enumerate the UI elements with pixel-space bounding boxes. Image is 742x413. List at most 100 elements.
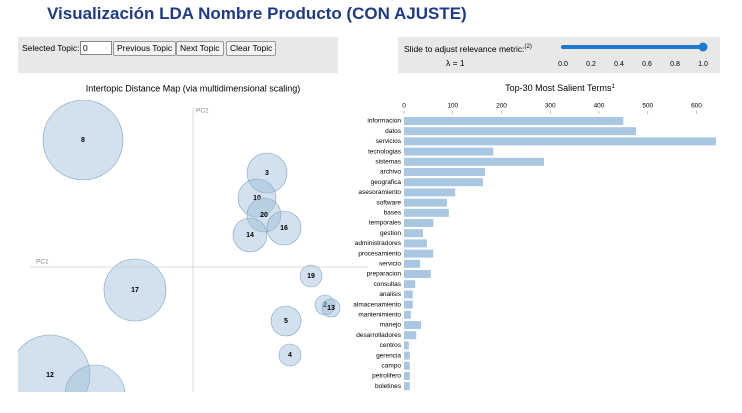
term-label: preparacion xyxy=(367,271,402,278)
slider-tick-label: 0.6 xyxy=(642,61,652,68)
term-bar xyxy=(404,137,716,146)
slider-tick-label: 0.0 xyxy=(558,61,568,68)
term-label: boletines xyxy=(375,383,402,390)
term-bar xyxy=(404,382,410,391)
term-label: sistemas xyxy=(375,159,401,166)
term-bar xyxy=(404,321,422,329)
term-label: almacenamiento xyxy=(353,301,401,308)
topic-label: 3 xyxy=(265,170,269,177)
term-bar xyxy=(404,147,494,156)
slider-label: Slide to adjust relevance metric:(2) xyxy=(404,44,532,54)
topic-label: 5 xyxy=(284,318,288,325)
slider-handle xyxy=(698,42,708,52)
topic-label: 12 xyxy=(46,372,54,379)
x-tick-label: 0 xyxy=(402,103,406,110)
term-bar xyxy=(404,270,431,278)
term-label: geografica xyxy=(371,179,402,186)
chart-title: Top-30 Most Salient Terms1 xyxy=(505,83,615,93)
term-bar xyxy=(404,188,456,197)
topic-bubble xyxy=(18,334,91,392)
topic-label: 10 xyxy=(253,195,261,202)
term-label: gestion xyxy=(380,230,401,237)
x-axis-label: PC1 xyxy=(36,259,49,266)
term-label: manejo xyxy=(380,322,402,329)
topic-bubble xyxy=(246,197,282,233)
term-bar xyxy=(404,229,424,238)
term-bar xyxy=(404,219,434,227)
term-bar xyxy=(404,239,427,248)
term-label: bases xyxy=(384,210,402,217)
topic-bubble xyxy=(237,178,277,218)
term-bar xyxy=(404,372,410,380)
next-button[interactable]: Next Topic xyxy=(176,41,224,56)
topic-label: 19 xyxy=(307,273,315,280)
term-bar xyxy=(404,208,449,217)
term-label: asesoramiento xyxy=(358,189,401,196)
term-label: centros xyxy=(380,342,402,349)
topic-bubble xyxy=(266,210,302,246)
topic-label: 13 xyxy=(327,305,335,312)
slider-tick-label: 0.2 xyxy=(586,61,596,68)
relevance-panel: Slide to adjust relevance metric:(2) λ =… xyxy=(398,37,720,73)
term-label: informacion xyxy=(367,118,401,125)
y-axis-label: PC2 xyxy=(196,108,209,115)
term-bar xyxy=(404,310,411,319)
prev-button[interactable]: Previous Topic xyxy=(113,41,177,56)
x-tick-label: 200 xyxy=(496,103,507,110)
topic-label: 17 xyxy=(131,287,139,294)
x-tick-label: 400 xyxy=(594,103,605,110)
term-bar xyxy=(404,198,447,207)
term-label: procesamiento xyxy=(358,250,401,257)
term-label: servicios xyxy=(376,138,402,145)
topic-label: 8 xyxy=(81,137,85,144)
term-label: temporales xyxy=(369,220,402,227)
term-label: analisis xyxy=(379,291,401,298)
term-label: desarrolladores xyxy=(356,332,402,339)
bubble-layer: 8 3 10 20 16 14 19 17 2 13 5 4 12 xyxy=(18,100,341,392)
topic-label: 14 xyxy=(246,232,254,239)
term-label: mantenimiento xyxy=(358,312,401,319)
chart-title-note: 1 xyxy=(612,84,616,90)
topic-bubble xyxy=(103,258,167,322)
term-label: campo xyxy=(381,363,401,370)
term-bar xyxy=(404,259,421,268)
clear-button[interactable]: Clear Topic xyxy=(226,41,277,56)
topic-bubble xyxy=(299,264,323,288)
slider-tick-label: 0.8 xyxy=(670,61,680,68)
selected-topic-label: Selected Topic: xyxy=(22,43,80,53)
term-bar xyxy=(404,331,417,340)
slider-tick-label: 1.0 xyxy=(698,61,708,68)
term-label: servicio xyxy=(379,261,401,268)
term-bar xyxy=(404,127,637,136)
slider-tick-label: 0.4 xyxy=(614,61,624,68)
lambda-label: λ = 1 xyxy=(446,58,465,68)
topic-panel: Selected Topic: 0 Previous Topic Next To… xyxy=(18,37,338,73)
topic-bubble xyxy=(321,298,341,318)
topic-label: 20 xyxy=(260,212,268,219)
topic-input[interactable]: 0 xyxy=(80,41,112,55)
topic-bubble xyxy=(42,100,124,181)
term-label: administradores xyxy=(355,240,402,247)
topic-label: 2 xyxy=(323,302,327,309)
topic-label: 16 xyxy=(280,225,288,232)
x-tick-label: 500 xyxy=(642,103,653,110)
term-label: archivo xyxy=(380,169,401,176)
x-tick-label: 300 xyxy=(545,103,556,110)
term-bar xyxy=(404,157,544,166)
chart-title: Intertopic Distance Map (via multidimens… xyxy=(86,83,301,93)
topic-bubble xyxy=(270,305,302,337)
x-tick-label: 100 xyxy=(447,103,458,110)
page-title: Visualización LDA Nombre Producto (CON A… xyxy=(47,4,467,23)
topic-bubble xyxy=(278,343,302,367)
slider-note: (2) xyxy=(524,44,532,51)
term-label: software xyxy=(376,199,401,206)
term-label: consultas xyxy=(374,281,402,288)
topic-bubble xyxy=(232,217,268,253)
term-bar xyxy=(404,178,483,187)
term-bar xyxy=(404,341,409,350)
topic-bubble xyxy=(64,364,126,392)
term-bar xyxy=(404,280,416,289)
term-bar xyxy=(404,168,485,176)
